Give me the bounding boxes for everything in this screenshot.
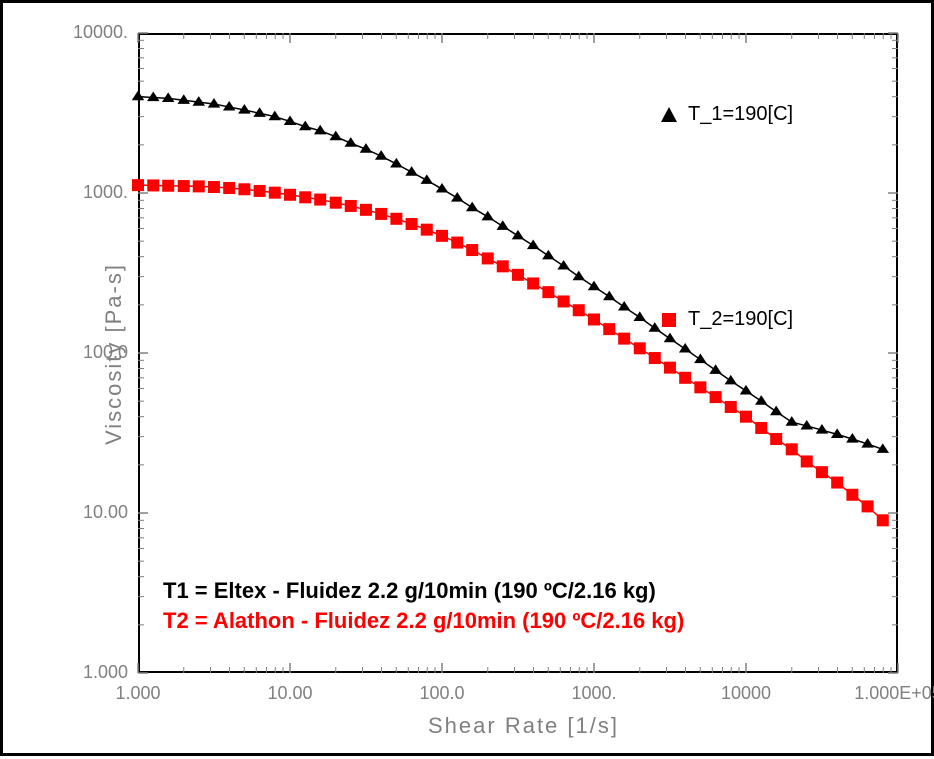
x-axis-label: Shear Rate [1/s] <box>428 713 619 739</box>
x-tick-label: 100.0 <box>392 683 492 704</box>
chart-svg <box>3 3 934 759</box>
x-tick-label: 10.00 <box>240 683 340 704</box>
x-tick-label: 1.000 <box>88 683 188 704</box>
x-tick-label: 10000 <box>696 683 796 704</box>
legend-label: T_1=190[C] <box>688 103 793 126</box>
legend-item-t1: T_1=190[C] <box>658 103 793 126</box>
annotation-0: T1 = Eltex - Fluidez 2.2 g/10min (190 ºC… <box>163 578 656 604</box>
x-tick-label: 1.000E+05 <box>848 683 934 704</box>
y-tick-label: 10000. <box>48 22 128 43</box>
y-tick-label: 1000. <box>48 182 128 203</box>
legend-label: T_2=190[C] <box>688 308 793 331</box>
y-tick-label: 10.00 <box>48 502 128 523</box>
y-tick-label: 1.000 <box>48 662 128 683</box>
legend-item-t2: T_2=190[C] <box>658 308 793 331</box>
y-tick-label: 100.0 <box>48 342 128 363</box>
x-tick-label: 1000. <box>544 683 644 704</box>
annotation-1: T2 = Alathon - Fluidez 2.2 g/10min (190 … <box>163 608 684 634</box>
chart-outer-frame: Viscosity [Pa-s] Shear Rate [1/s] 1.0001… <box>0 0 934 756</box>
